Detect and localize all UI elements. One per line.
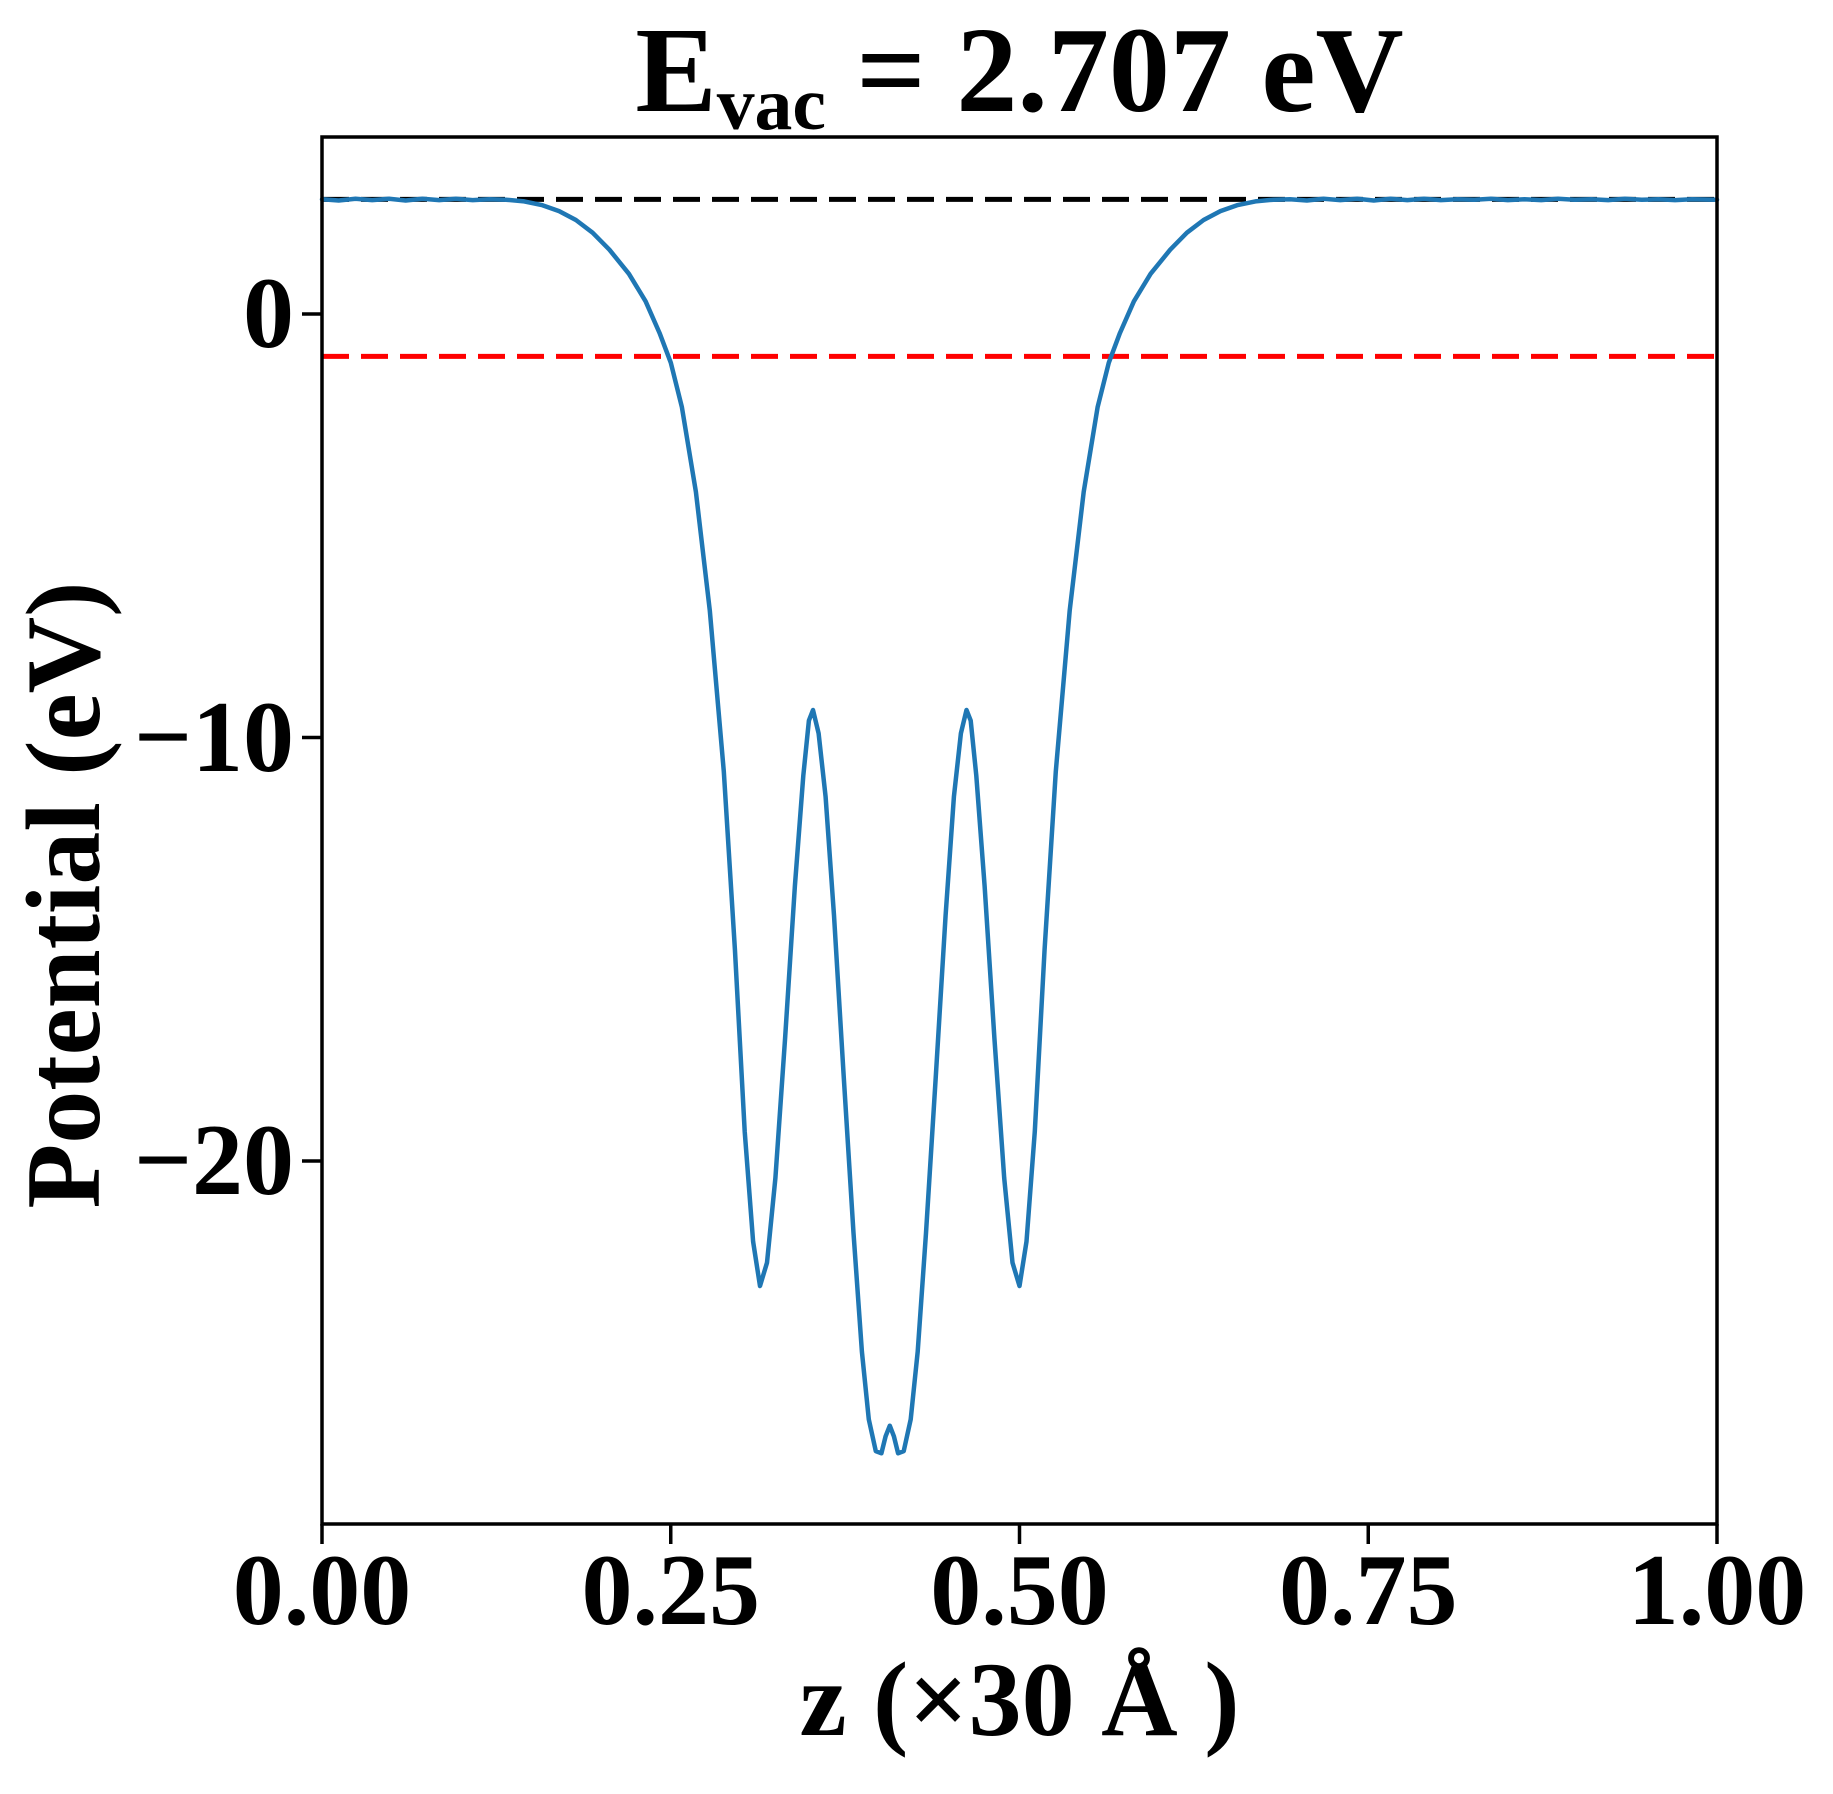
y-tick-label: 0 (243, 257, 294, 371)
x-tick-label: 0.00 (232, 1534, 412, 1647)
x-tick-label: 0.50 (930, 1534, 1109, 1647)
planar-averaged-potential-curve (319, 196, 1720, 1456)
title-symbol: E (635, 3, 717, 138)
y-axis-label: Potential (eV) (5, 581, 122, 1209)
x-tick-label: 0.25 (581, 1534, 761, 1647)
axis-frame (320, 135, 1719, 1526)
y-tick-label: −10 (133, 680, 294, 794)
y-tick-label: −20 (133, 1104, 294, 1218)
x-tick-label: 0.75 (1279, 1534, 1458, 1647)
plot-title: Evac = 2.707 eV (322, 10, 1717, 143)
x-axis-label: z (×30 Å ) (799, 1641, 1240, 1758)
title-subscript: vac (716, 63, 826, 147)
x-tick-label: 1.00 (1627, 1534, 1807, 1647)
title-value: = 2.707 eV (825, 3, 1404, 138)
